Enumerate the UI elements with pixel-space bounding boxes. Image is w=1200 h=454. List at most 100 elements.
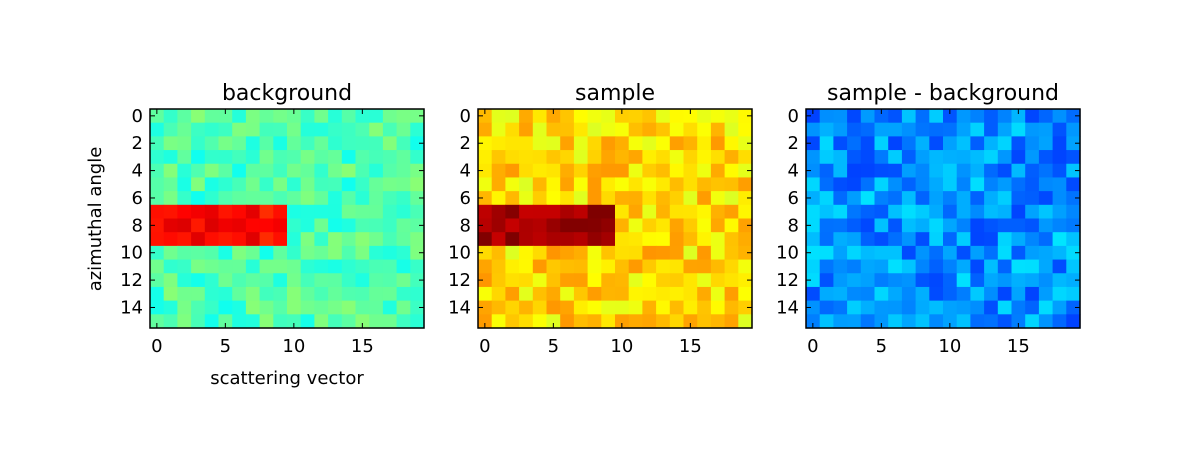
heatmap-cell: [833, 218, 848, 233]
heatmap-cell: [369, 286, 384, 302]
y-tick-label: 2: [132, 133, 143, 154]
heatmap-cell: [478, 300, 493, 315]
heatmap-cell: [669, 191, 685, 206]
heatmap-cell: [888, 273, 903, 288]
heatmap-cell: [245, 218, 261, 233]
heatmap-cell: [615, 109, 630, 124]
heatmap-cell: [847, 150, 862, 165]
heatmap-cell: [956, 122, 971, 137]
heatmap-cell: [738, 273, 753, 288]
x-tick-label: 0: [807, 336, 818, 357]
heatmap-cell: [656, 163, 671, 179]
heatmap-cell: [369, 218, 384, 233]
heatmap-cell: [724, 259, 739, 274]
heatmap-cell: [204, 259, 220, 274]
heatmap-cell: [232, 163, 247, 179]
heatmap-cell: [1038, 245, 1054, 261]
heatmap-cell: [314, 314, 329, 329]
panel-title: sample: [575, 81, 655, 106]
heatmap-cell: [915, 122, 930, 137]
heatmap-cell: [806, 286, 821, 302]
heatmap-cell: [956, 191, 971, 206]
heatmap-cell: [738, 286, 753, 302]
heatmap-cell: [396, 314, 411, 329]
heatmap-cell: [1052, 232, 1067, 247]
heatmap-cell: [259, 286, 274, 302]
y-tick-label: 6: [460, 188, 471, 209]
heatmap-cell: [1066, 204, 1081, 220]
heatmap-cell: [1011, 300, 1026, 315]
heatmap-cell: [232, 286, 247, 302]
heatmap-cell: [656, 218, 671, 233]
heatmap-cell: [150, 259, 165, 274]
heatmap-cell: [191, 259, 206, 274]
heatmap-cell: [724, 109, 739, 124]
heatmap-cell: [204, 286, 220, 302]
heatmap-cell: [833, 163, 848, 179]
heatmap-cell: [642, 122, 657, 137]
heatmap-cell: [314, 245, 329, 261]
heatmap-cell: [984, 273, 999, 288]
heatmap-cell: [177, 314, 192, 329]
heatmap-cell: [355, 177, 370, 192]
heatmap-cell: [615, 177, 630, 192]
heatmap-cell: [410, 286, 425, 302]
heatmap-cell: [683, 259, 698, 274]
y-tick-label: 10: [448, 243, 471, 264]
heatmap-cell: [314, 150, 329, 165]
heatmap-cell: [642, 218, 657, 233]
heatmap-cell: [1011, 204, 1026, 220]
heatmap-cell: [1052, 259, 1067, 274]
heatmap-cell: [943, 218, 958, 233]
heatmap-cell: [874, 286, 889, 302]
heatmap-cell: [1052, 286, 1067, 302]
heatmap-cell: [478, 122, 493, 137]
heatmap-cell: [191, 177, 206, 192]
heatmap-cell: [1066, 273, 1081, 288]
heatmap-cell: [997, 232, 1013, 247]
heatmap-cell: [1025, 136, 1040, 151]
heatmap-cell: [191, 150, 206, 165]
heatmap-cell: [819, 314, 834, 329]
heatmap-cell: [833, 136, 848, 151]
heatmap-cell: [1011, 150, 1026, 165]
heatmap-cell: [560, 204, 575, 220]
heatmap-cell: [656, 273, 671, 288]
heatmap-cell: [505, 218, 520, 233]
heatmap-cell: [328, 122, 343, 137]
heatmap-cell: [314, 232, 329, 247]
heatmap-cell: [984, 163, 999, 179]
heatmap-cell: [573, 232, 589, 247]
heatmap-cell: [259, 259, 274, 274]
heatmap-cell: [1066, 286, 1081, 302]
heatmap-cell: [218, 300, 233, 315]
heatmap-cell: [997, 109, 1013, 124]
heatmap-cell: [984, 150, 999, 165]
heatmap-cell: [245, 122, 261, 137]
heatmap-cell: [369, 109, 384, 124]
heatmap-cell: [738, 191, 753, 206]
heatmap-cell: [860, 245, 876, 261]
heatmap-cell: [546, 232, 561, 247]
heatmap-cell: [1025, 109, 1040, 124]
heatmap-cell: [1011, 273, 1026, 288]
heatmap-cell: [382, 136, 398, 151]
heatmap-cell: [519, 300, 534, 315]
heatmap-cell: [997, 122, 1013, 137]
heatmap-cell: [177, 273, 192, 288]
heatmap-cell: [273, 286, 288, 302]
heatmap-cell: [369, 136, 384, 151]
heatmap-cell: [204, 163, 220, 179]
heatmap-cell: [874, 109, 889, 124]
heatmap-cell: [929, 136, 944, 151]
heatmap-cell: [819, 191, 834, 206]
heatmap-cell: [163, 245, 178, 261]
heatmap-cell: [505, 177, 520, 192]
heatmap-cell: [546, 300, 561, 315]
heatmap-cell: [573, 300, 589, 315]
heatmap-cell: [273, 245, 288, 261]
heatmap-cell: [860, 314, 876, 329]
heatmap-cell: [163, 259, 178, 274]
heatmap-cell: [560, 286, 575, 302]
heatmap-cell: [587, 300, 602, 315]
